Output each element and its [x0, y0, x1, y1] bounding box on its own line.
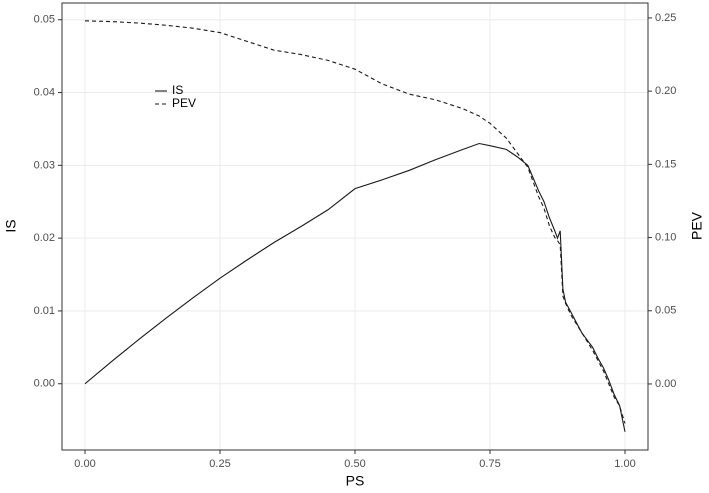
- x-tick-label: 0.50: [344, 458, 365, 470]
- lines: [84, 20, 626, 432]
- y2-tick-label: 0.25: [655, 12, 676, 24]
- x-tick-label: 0.75: [479, 458, 500, 470]
- y2-tick-label: 0.00: [655, 378, 676, 390]
- y-tick-label: 0.04: [34, 86, 55, 98]
- y2-tick-label: 0.05: [655, 305, 676, 317]
- y-tick-label: 0.01: [34, 305, 55, 317]
- legend-label: PEV: [172, 96, 196, 110]
- legend-label: IS: [172, 83, 183, 97]
- y-tick-label: 0.00: [34, 378, 55, 390]
- series-line: [84, 142, 626, 432]
- x-tick-label: 0.00: [74, 458, 95, 470]
- x-axis-title: PS: [346, 473, 365, 489]
- series-line: [84, 20, 626, 424]
- y2-tick-label: 0.15: [655, 158, 676, 170]
- grid: [62, 3, 648, 450]
- y-axis-title: IS: [3, 219, 19, 232]
- y2-tick-label: 0.10: [655, 231, 676, 243]
- y-tick-label: 0.03: [34, 159, 55, 171]
- y2-axis-title: PEV: [689, 211, 705, 240]
- y-tick-label: 0.05: [34, 14, 55, 26]
- x-tick-label: 0.25: [209, 458, 230, 470]
- y2-tick-label: 0.20: [655, 85, 676, 97]
- x-tick-label: 1.00: [614, 458, 635, 470]
- y-tick-label: 0.02: [34, 232, 55, 244]
